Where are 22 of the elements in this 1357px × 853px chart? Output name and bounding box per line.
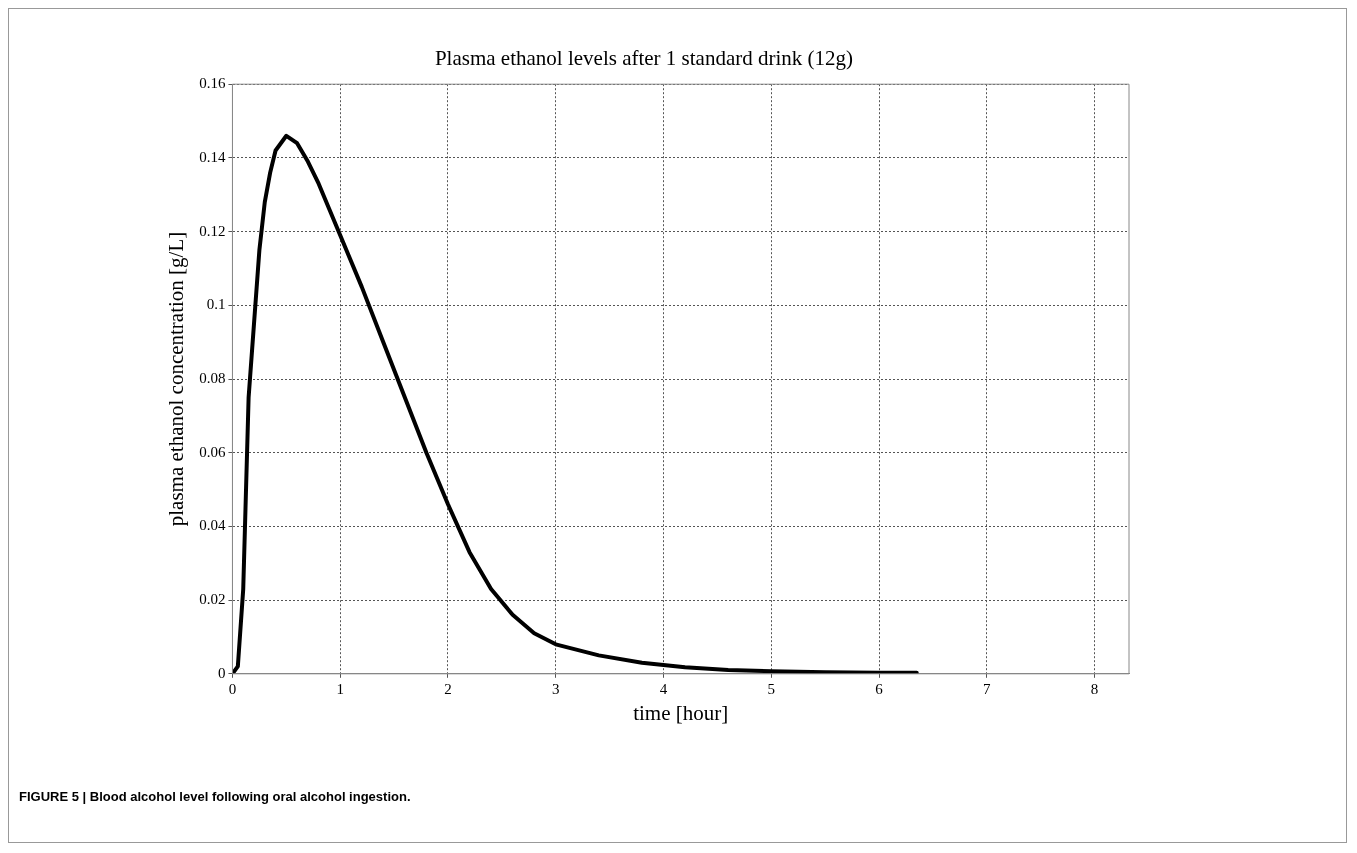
x-tick-label: 2 bbox=[444, 680, 452, 697]
y-tick-label: 0.02 bbox=[199, 591, 226, 608]
y-tick-label: 0.16 bbox=[199, 75, 226, 92]
y-tick-label: 0.1 bbox=[206, 296, 226, 313]
x-tick-label: 8 bbox=[1090, 680, 1099, 697]
y-tick-label: 0 bbox=[217, 664, 226, 681]
y-tick-label: 0.06 bbox=[199, 443, 226, 460]
y-tick-label: 0.12 bbox=[199, 222, 226, 239]
x-tick-label: 3 bbox=[551, 680, 560, 697]
y-tick-label: 0.08 bbox=[199, 369, 226, 386]
x-tick-label: 5 bbox=[767, 680, 775, 697]
x-axis-title: time [hour] bbox=[633, 700, 729, 725]
y-tick-label: 0.04 bbox=[199, 517, 226, 534]
x-tick-label: 7 bbox=[983, 680, 992, 697]
x-tick-label: 0 bbox=[228, 680, 237, 697]
y-axis-title: plasma ethanol concentration [g/L] bbox=[164, 231, 189, 527]
caption: FIGURE 5 | Blood alcohol level following oral alcohol ingestion. bbox=[19, 789, 411, 804]
y-tick-label: 0.14 bbox=[199, 148, 226, 165]
x-tick-label: 1 bbox=[336, 680, 344, 697]
x-tick-label: 4 bbox=[659, 680, 668, 697]
chart-title: Plasma ethanol levels after 1 standard drink (12g) bbox=[434, 46, 854, 71]
x-tick-label: 6 bbox=[875, 680, 884, 697]
